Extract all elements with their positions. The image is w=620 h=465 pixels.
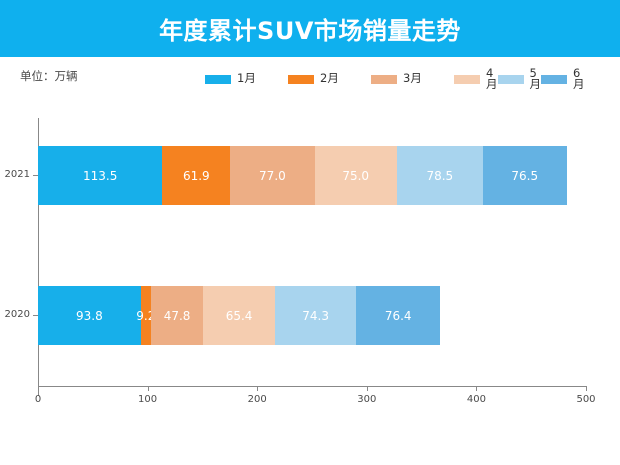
bar-segment-label: 76.4 bbox=[384, 308, 412, 323]
title-banner: 年度累计SUV市场销量走势 bbox=[0, 0, 620, 57]
bar-segment[interactable]: 61.9 bbox=[162, 146, 231, 205]
bar-segment[interactable]: 65.4 bbox=[203, 286, 275, 345]
y-axis-tick-label: 2021 bbox=[4, 169, 30, 180]
x-axis-line bbox=[38, 386, 586, 387]
legend-item-label: 6月 bbox=[573, 65, 585, 91]
legend-item-label: 4月 bbox=[486, 65, 498, 91]
legend-item-6[interactable]: 6月 bbox=[541, 65, 585, 91]
bar-row: 113.5 61.9 77.0 75.0 78.5 76.5 bbox=[38, 146, 567, 205]
bar-segment[interactable]: 74.3 bbox=[274, 286, 357, 345]
legend-item-label: 2月 bbox=[320, 71, 339, 86]
legend-item-label: 5月 bbox=[529, 65, 542, 91]
x-axis-tick-mark bbox=[366, 386, 368, 391]
bar-segment[interactable]: 78.5 bbox=[396, 146, 483, 205]
x-axis-tick-label: 100 bbox=[138, 394, 158, 405]
bar-segment[interactable]: 75.0 bbox=[314, 146, 397, 205]
legend-item-5[interactable]: 5月 bbox=[497, 65, 542, 91]
bar-segment[interactable]: 47.8 bbox=[150, 286, 204, 345]
x-axis-tick-mark bbox=[38, 386, 39, 391]
x-axis-tick-mark bbox=[147, 386, 149, 391]
legend-item-label: 1月 bbox=[237, 71, 256, 86]
bar-segment-label: 74.3 bbox=[302, 308, 329, 323]
bar-segment[interactable]: 76.5 bbox=[482, 146, 567, 205]
legend-swatch-icon bbox=[205, 74, 231, 84]
y-axis-line bbox=[38, 118, 39, 396]
x-axis-tick-mark bbox=[586, 386, 587, 391]
legend-item-2[interactable]: 2月 bbox=[288, 73, 371, 85]
bar-segment-label: 75.0 bbox=[342, 168, 370, 183]
bar-segment-label: 77.0 bbox=[259, 168, 286, 183]
legend-swatch-icon bbox=[454, 74, 480, 84]
legend-swatch-icon bbox=[288, 74, 314, 84]
bar-segment-label: 61.9 bbox=[182, 168, 210, 183]
legend-item-label: 3月 bbox=[403, 71, 422, 86]
bar-segment-label: 93.8 bbox=[76, 308, 103, 323]
y-axis-tick-label: 2020 bbox=[4, 309, 30, 320]
bar-segment-label: 65.4 bbox=[225, 308, 253, 323]
bar-segment-label: 47.8 bbox=[163, 308, 191, 323]
legend-item-1[interactable]: 1月 bbox=[205, 73, 288, 85]
bar-segment[interactable]: 76.4 bbox=[356, 286, 441, 345]
legend-swatch-icon bbox=[541, 74, 567, 84]
legend-item-3[interactable]: 3月 bbox=[371, 73, 454, 85]
bar-segment[interactable]: 77.0 bbox=[230, 146, 315, 205]
bar-segment-label: 76.5 bbox=[511, 168, 539, 183]
x-axis-tick-label: 0 bbox=[34, 394, 42, 405]
x-axis-tick-label: 300 bbox=[357, 394, 377, 405]
page-title: 年度累计SUV市场销量走势 bbox=[159, 17, 461, 45]
bar-segment[interactable]: 93.8 bbox=[38, 286, 141, 345]
x-axis-tick-mark bbox=[476, 386, 478, 391]
x-axis-tick-label: 400 bbox=[466, 394, 486, 405]
x-axis-tick-label: 200 bbox=[247, 394, 267, 405]
legend-item-4[interactable]: 4月 bbox=[454, 65, 498, 91]
y-axis-tick-mark bbox=[33, 175, 38, 176]
x-axis-tick-mark bbox=[257, 386, 259, 391]
chart-legend: 1月 2月 3月 4月 5月 6月 bbox=[205, 67, 585, 90]
bar-segment-label: 78.5 bbox=[426, 168, 454, 183]
bar-segment[interactable]: 9.2 bbox=[136, 286, 155, 345]
y-axis-tick-mark bbox=[33, 315, 38, 316]
bar-row: 93.8 9.2 47.8 65.4 74.3 76.4 bbox=[38, 286, 441, 345]
legend-swatch-icon bbox=[497, 74, 524, 84]
bar-segment-label: 113.5 bbox=[83, 168, 118, 183]
plot-area: 113.5 61.9 77.0 75.0 78.5 76.5 93.8 9.2 47.8 65.4… bbox=[0, 110, 620, 410]
legend-swatch-icon bbox=[371, 74, 397, 84]
bar-segment[interactable]: 113.5 bbox=[38, 146, 163, 205]
unit-note: 单位：万辆 bbox=[20, 69, 78, 83]
x-axis-tick-label: 500 bbox=[576, 394, 596, 405]
